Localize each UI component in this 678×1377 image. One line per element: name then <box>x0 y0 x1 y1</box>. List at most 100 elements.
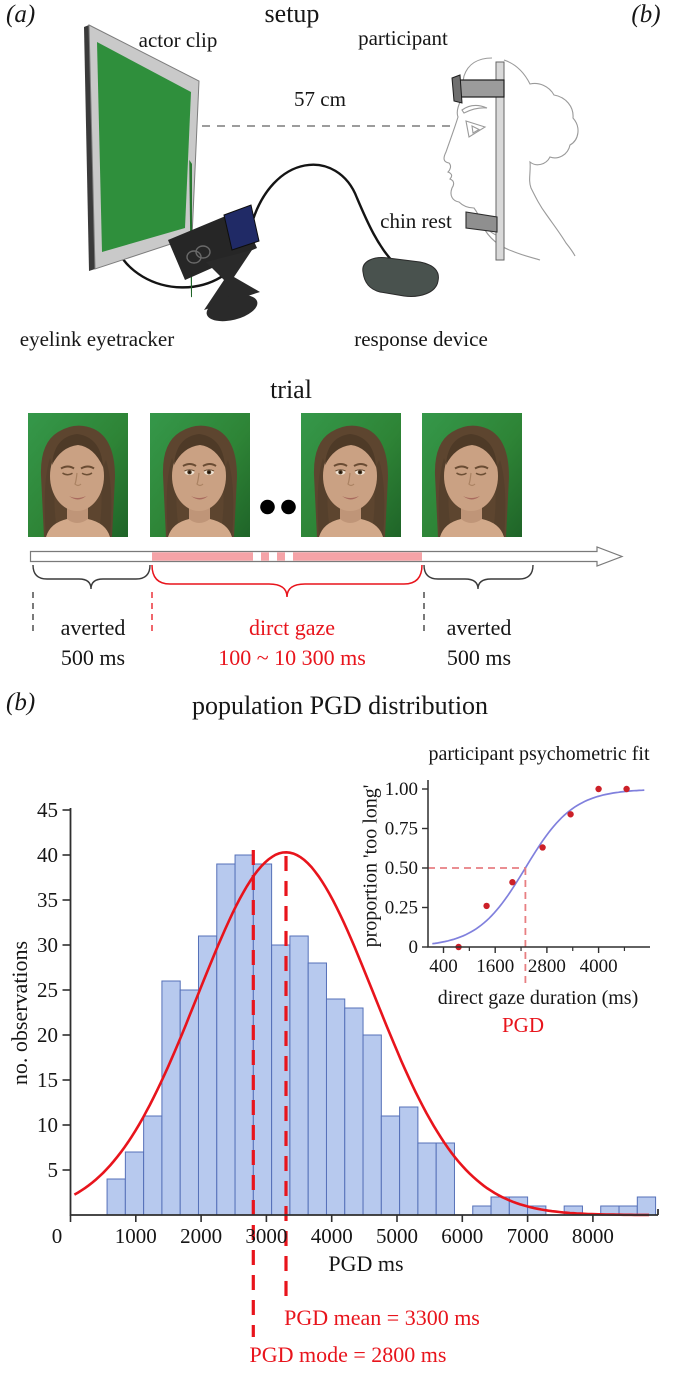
shoulder-outline <box>479 219 541 261</box>
histogram-bar <box>143 1115 163 1216</box>
y-tick-label: 20 <box>37 1023 58 1047</box>
psychometric-data-point <box>509 879 516 886</box>
histogram-bar <box>106 1178 126 1216</box>
setup-diagram <box>84 24 579 322</box>
y-tick-label: 10 <box>37 1113 58 1137</box>
y-tick-label: 40 <box>37 843 58 867</box>
pupil-sketch <box>471 125 481 134</box>
actor-face-averted <box>422 413 522 537</box>
panel-b-title: population PGD distribution <box>191 691 489 720</box>
y-tick-label: 45 <box>37 798 58 822</box>
camera-mount <box>204 250 260 310</box>
phase-direct-label: dirct gaze <box>248 615 336 640</box>
histogram-bar <box>636 1196 657 1216</box>
brace-averted-right <box>423 564 534 590</box>
brace-direct-gaze <box>151 564 423 598</box>
x-tick-label: 6000 <box>441 1224 483 1248</box>
normal-fit-curve <box>73 850 650 1217</box>
x-tick-label: 2000 <box>180 1224 222 1248</box>
histogram-bar <box>380 1115 401 1216</box>
chin-rest-label: chin rest <box>380 209 452 233</box>
y-tick-label: 35 <box>37 888 58 912</box>
monitor-edge <box>84 25 95 271</box>
histogram-bar <box>179 989 199 1216</box>
psychometric-data-point <box>483 902 490 910</box>
pgd-mode-annotation: PGD mode = 2800 ms <box>249 1342 447 1367</box>
inset-x-axis-label: direct gaze duration (ms) <box>437 987 639 1009</box>
histogram-x-axis-label: PGD ms <box>328 1251 404 1276</box>
band-clamp <box>451 74 463 104</box>
histogram-bar <box>417 1142 437 1216</box>
histogram-bar <box>289 935 309 1216</box>
actor-face-direct <box>150 413 250 537</box>
monitor-screen <box>97 42 191 252</box>
histogram-bar <box>234 854 254 1216</box>
actor-face-direct <box>301 413 401 537</box>
inset-y-tick-label: 0 <box>409 937 419 958</box>
direct-gaze-segment <box>293 552 422 561</box>
trial-frame-averted-1 <box>28 413 128 537</box>
distance-label: 57 cm <box>294 87 346 111</box>
inset-title: participant psychometric fit <box>428 743 650 765</box>
x-tick-label: 8000 <box>572 1224 614 1248</box>
phase-averted-2-label: averted <box>446 615 512 640</box>
actor-face-averted <box>28 413 128 537</box>
panel-b-label: (b) <box>6 689 36 716</box>
histogram-bar <box>161 980 181 1216</box>
trial-timeline <box>29 499 624 632</box>
histogram-y-axis-label: no. observations <box>7 940 32 1086</box>
trial-title: trial <box>270 375 312 404</box>
inset-pgd-label: PGD <box>501 1013 545 1037</box>
histogram-bar <box>472 1205 492 1216</box>
camera-base <box>206 294 258 322</box>
psychometric-data-point <box>539 844 546 851</box>
y-tick-label: 30 <box>37 933 58 957</box>
trial-frame-direct-2 <box>301 413 401 537</box>
psychometric-data-point <box>595 785 602 793</box>
psychometric-inset-plot: 0 0.25 0.50 0.75 1.00 400 1600 2800 4000 <box>385 779 650 985</box>
inset-x-tick-label: 400 <box>429 956 458 977</box>
inset-x-tick-label: 2800 <box>528 956 566 977</box>
inset-x-tick-label: 4000 <box>580 956 618 977</box>
y-tick-label: 25 <box>37 978 58 1002</box>
pgd-mean-annotation: PGD mean = 3300 ms <box>284 1305 480 1330</box>
brace-averted-left <box>32 564 151 590</box>
histogram-bar <box>124 1151 145 1216</box>
y-tick-label: 5 <box>48 1158 59 1182</box>
monitor <box>84 24 200 298</box>
response-device-label: response device <box>354 327 488 351</box>
camera-ring-icon <box>195 245 211 259</box>
ellipsis-dot-icon <box>281 499 296 515</box>
psychometric-fit-curve <box>432 789 645 945</box>
psychometric-data-point <box>567 811 574 818</box>
trial-frame-averted-2 <box>422 413 522 537</box>
phase-averted-1-label: averted <box>60 615 126 640</box>
chin-rest-pad <box>465 211 498 233</box>
direct-gaze-segment <box>261 552 269 561</box>
histogram-bar <box>307 962 327 1216</box>
head-back-outline <box>503 59 579 257</box>
direct-gaze-segment <box>152 552 253 561</box>
x-tick-label: 4000 <box>311 1224 353 1248</box>
eyebrow-sketch <box>461 104 488 114</box>
camera-ring-icon <box>186 250 202 264</box>
setup-title: setup <box>264 0 320 28</box>
eye-sketch <box>465 120 487 138</box>
inset-y-axis-label: proportion 'too long' <box>359 784 382 948</box>
headrest-post <box>495 61 505 261</box>
panel-a-label: (a) <box>6 1 36 28</box>
inset-y-tick-label: 0.75 <box>385 819 418 840</box>
y-tick-label: 15 <box>37 1068 58 1092</box>
cable-right <box>249 163 395 264</box>
participant-label: participant <box>358 26 448 50</box>
histogram-bar <box>344 1007 364 1216</box>
ellipsis-dot-icon <box>260 499 275 515</box>
forehead-band <box>455 79 505 98</box>
inset-x-tick-label: 1600 <box>476 956 514 977</box>
phase-averted-1-duration: 500 ms <box>60 645 126 670</box>
histogram-bar <box>399 1106 419 1216</box>
histogram-bar <box>197 935 218 1216</box>
actor-clip-label: actor clip <box>138 28 218 52</box>
